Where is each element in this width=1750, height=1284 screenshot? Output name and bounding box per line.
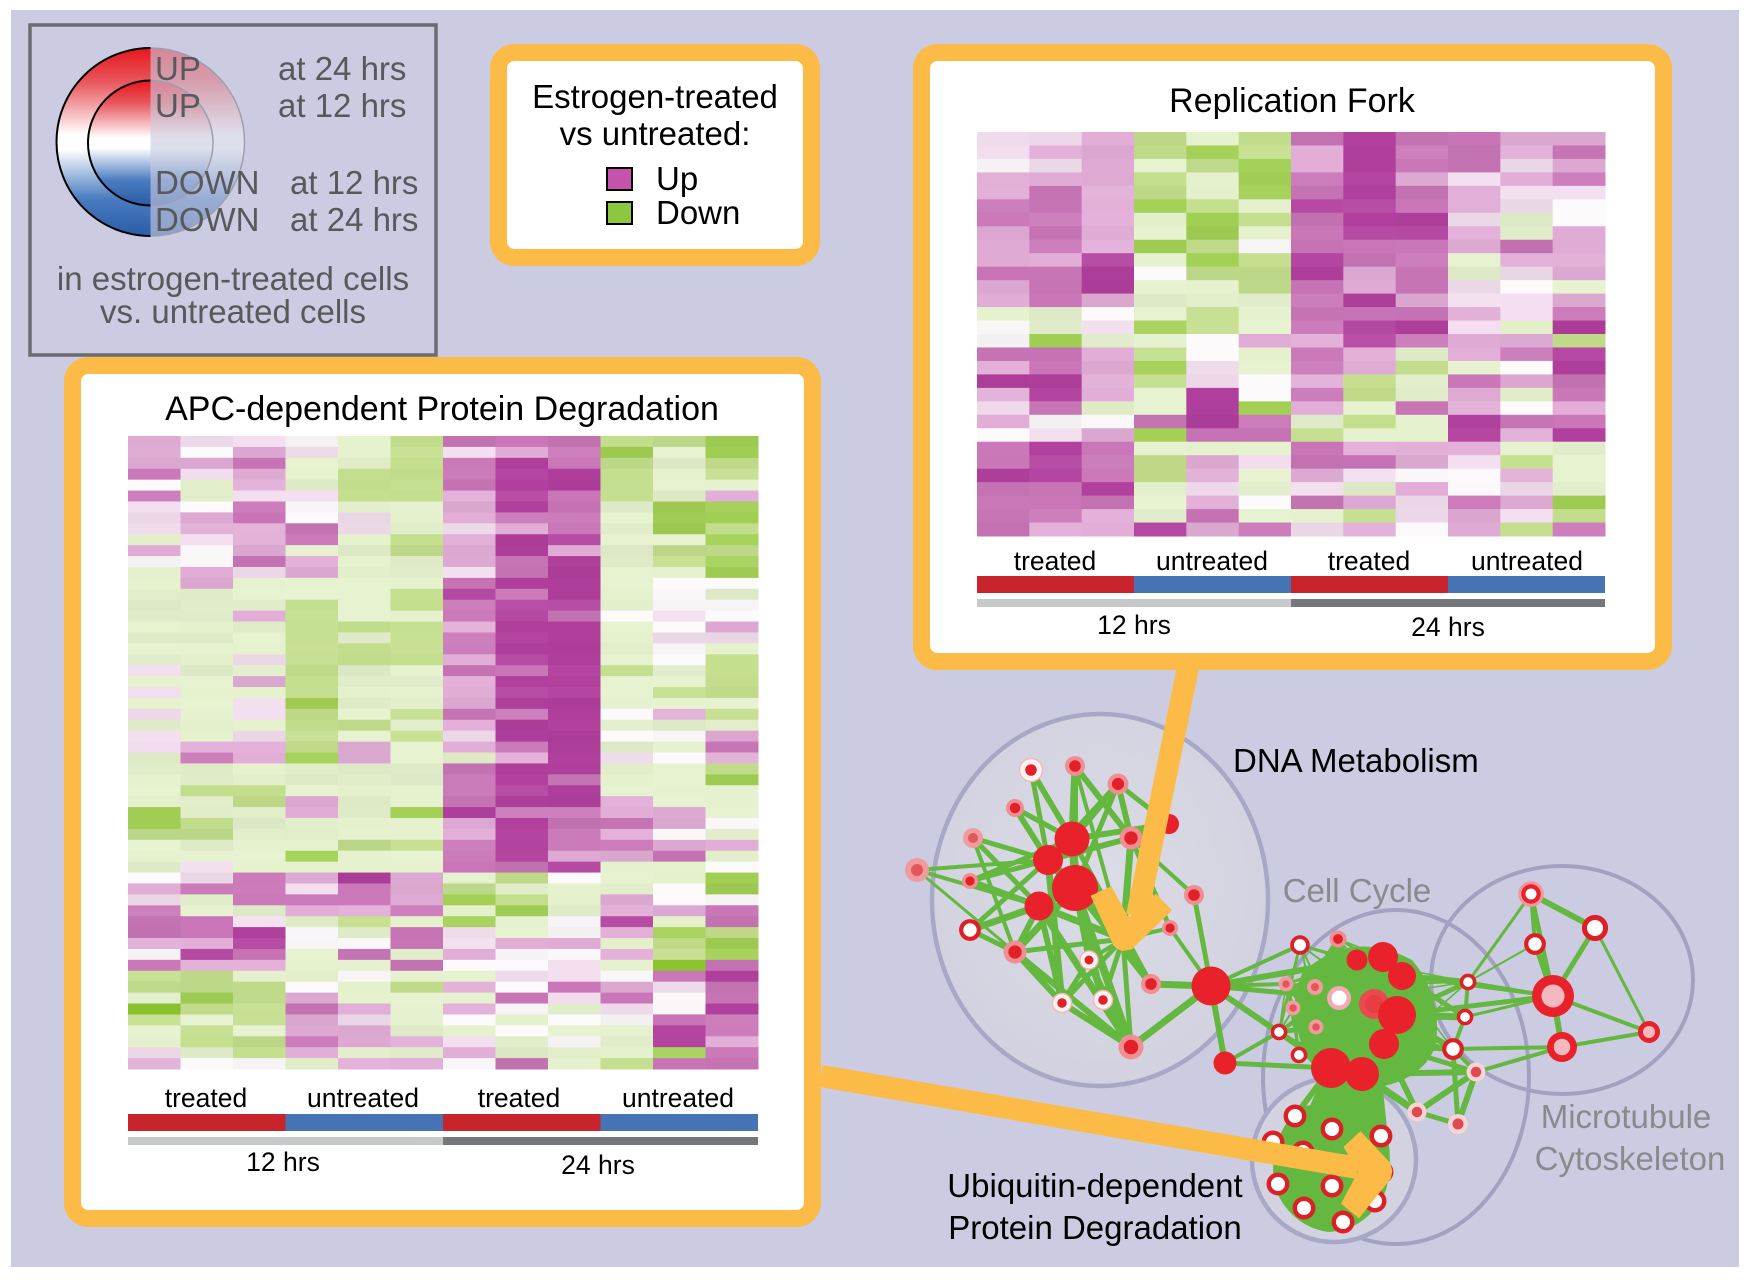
svg-text:APC-dependent Protein Degradat: APC-dependent Protein Degradation bbox=[165, 390, 719, 428]
svg-text:at 12 hrs: at 12 hrs bbox=[290, 164, 418, 201]
svg-text:treated: treated bbox=[1328, 546, 1411, 576]
svg-text:Ubiquitin-dependent: Ubiquitin-dependent bbox=[947, 1167, 1242, 1204]
svg-text:Up: Up bbox=[656, 160, 698, 197]
svg-text:UP: UP bbox=[155, 87, 201, 124]
svg-text:treated: treated bbox=[478, 1083, 561, 1113]
svg-text:at 12 hrs: at 12 hrs bbox=[278, 87, 406, 124]
svg-text:untreated: untreated bbox=[1156, 546, 1268, 576]
svg-text:DOWN: DOWN bbox=[155, 164, 259, 201]
svg-text:24 hrs: 24 hrs bbox=[561, 1150, 635, 1180]
svg-text:12 hrs: 12 hrs bbox=[246, 1147, 320, 1177]
svg-text:vs. untreated cells: vs. untreated cells bbox=[100, 293, 366, 330]
svg-text:Replication Fork: Replication Fork bbox=[1169, 82, 1416, 120]
svg-text:Estrogen-treated: Estrogen-treated bbox=[532, 78, 778, 115]
svg-text:in estrogen-treated cells: in estrogen-treated cells bbox=[57, 260, 409, 297]
svg-text:Cell Cycle: Cell Cycle bbox=[1283, 872, 1432, 909]
svg-text:Cytoskeleton: Cytoskeleton bbox=[1535, 1140, 1726, 1177]
svg-text:at 24 hrs: at 24 hrs bbox=[278, 50, 406, 87]
svg-text:24 hrs: 24 hrs bbox=[1411, 612, 1485, 642]
svg-text:at 24 hrs: at 24 hrs bbox=[290, 201, 418, 238]
svg-text:UP: UP bbox=[155, 50, 201, 87]
svg-text:Protein Degradation: Protein Degradation bbox=[948, 1209, 1242, 1246]
svg-text:Microtubule: Microtubule bbox=[1541, 1098, 1712, 1135]
svg-text:DNA Metabolism: DNA Metabolism bbox=[1233, 742, 1479, 779]
svg-text:untreated: untreated bbox=[307, 1083, 419, 1113]
svg-text:DOWN: DOWN bbox=[155, 201, 259, 238]
svg-text:untreated: untreated bbox=[622, 1083, 734, 1113]
svg-text:untreated: untreated bbox=[1471, 546, 1583, 576]
svg-text:treated: treated bbox=[1014, 546, 1097, 576]
svg-text:treated: treated bbox=[165, 1083, 248, 1113]
svg-text:12 hrs: 12 hrs bbox=[1097, 610, 1171, 640]
svg-text:vs untreated:: vs untreated: bbox=[560, 115, 751, 152]
svg-text:Down: Down bbox=[656, 194, 740, 231]
